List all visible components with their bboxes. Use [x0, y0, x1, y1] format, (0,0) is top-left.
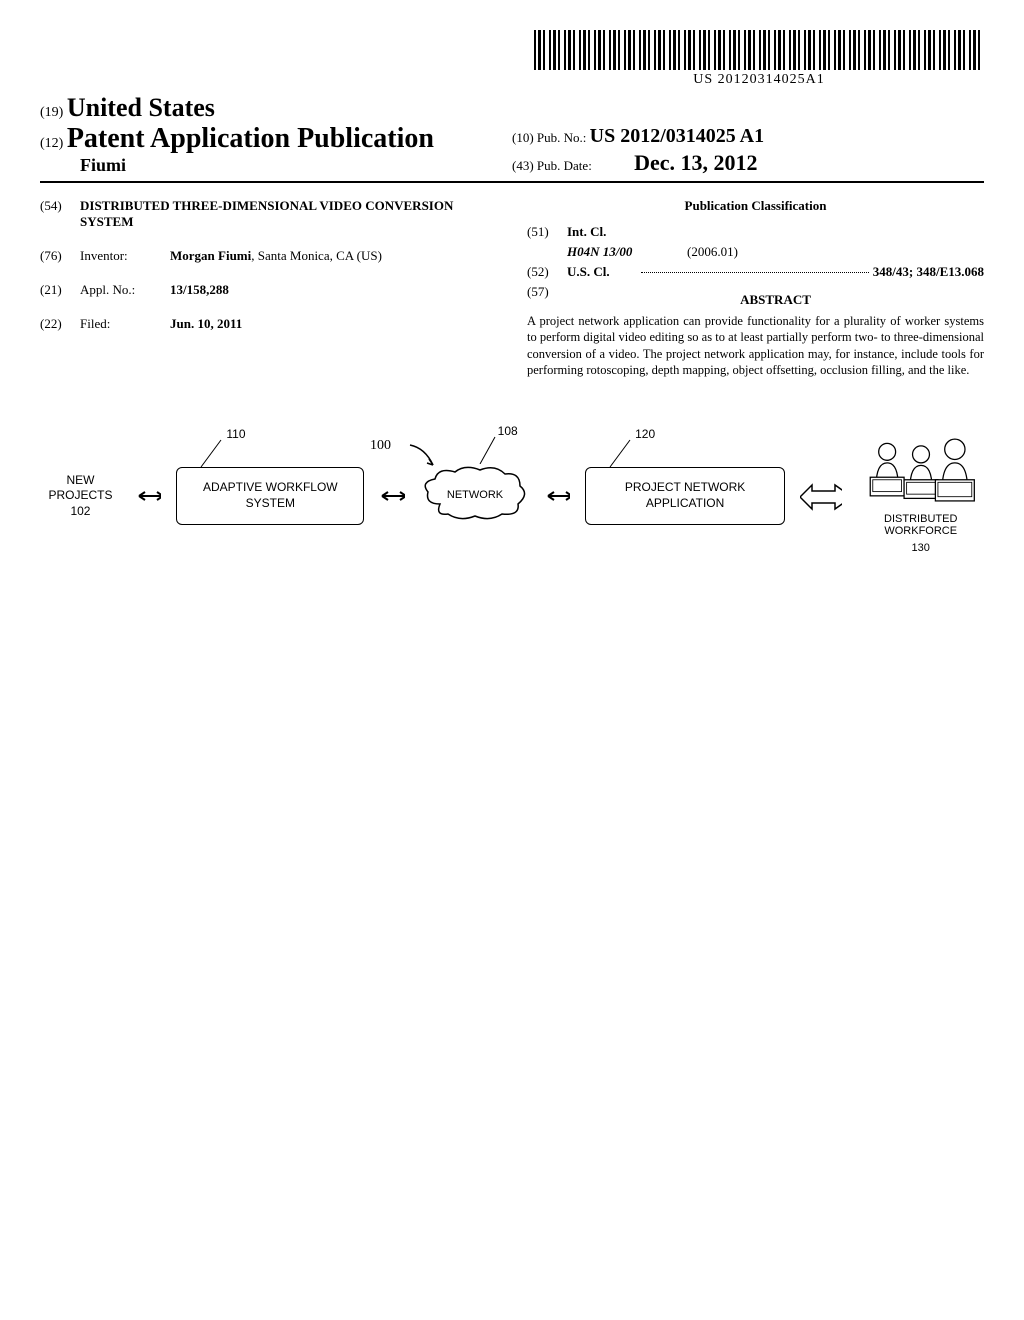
barcode-lines	[534, 30, 984, 70]
abstract-text: A project network application can provid…	[527, 313, 984, 378]
big-arrow-icon	[800, 481, 842, 511]
us-cl-dots	[641, 272, 869, 273]
new-projects-block: NEW PROJECTS 102	[40, 473, 121, 520]
classification-header: Publication Classification	[527, 198, 984, 214]
us-cl-value: 348/43; 348/E13.068	[873, 264, 984, 280]
us-cl-label: U.S. Cl.	[567, 264, 637, 280]
pub-type: Patent Application Publication	[67, 123, 434, 154]
network-cloud-text: NETWORK	[447, 489, 504, 501]
filed-date: Jun. 10, 2011	[170, 316, 497, 332]
workflow-label-line-icon	[191, 432, 231, 467]
int-cl-value: (2006.01)	[687, 244, 984, 260]
inventor-name: Morgan Fiumi	[170, 248, 251, 263]
barcode-section: US 20120314025A1	[40, 30, 984, 88]
us-cl-row: (52) U.S. Cl. 348/43; 348/E13.068	[527, 264, 984, 280]
appl-no: 13/158,288	[170, 282, 497, 298]
appl-code: (21)	[40, 282, 80, 298]
inventor-label: Inventor:	[80, 248, 170, 264]
int-cl-item: H04N 13/00	[567, 244, 687, 260]
int-cl-item-row: H04N 13/00 (2006.01)	[527, 244, 984, 260]
project-box-wrapper: 120 PROJECT NETWORK APPLICATION	[585, 467, 785, 524]
project-label-line-icon	[600, 432, 640, 467]
title-text: DISTRIBUTED THREE-DIMENSIONAL VIDEO CONV…	[80, 198, 497, 230]
workforce-label: DISTRIBUTED WORKFORCE	[857, 513, 984, 537]
filed-row: (22) Filed: Jun. 10, 2011	[40, 316, 497, 332]
network-cloud-wrapper: 108 NETWORK	[420, 464, 530, 529]
workforce-block: DISTRIBUTED WORKFORCE 130	[857, 438, 984, 554]
pub-no: US 2012/0314025 A1	[590, 125, 764, 147]
project-box: PROJECT NETWORK APPLICATION	[585, 467, 785, 524]
inventor-row: (76) Inventor: Morgan Fiumi, Santa Monic…	[40, 248, 497, 264]
pub-date: Dec. 13, 2012	[634, 150, 757, 175]
new-projects-label: NEW PROJECTS	[40, 473, 121, 504]
country-name: United States	[67, 93, 215, 122]
author-name: Fiumi	[80, 155, 512, 176]
title-row: (54) DISTRIBUTED THREE-DIMENSIONAL VIDEO…	[40, 198, 497, 230]
workflow-num: 110	[226, 427, 245, 441]
header-right: (10) Pub. No.: US 2012/0314025 A1 (43) P…	[512, 125, 984, 176]
pub-no-line: (10) Pub. No.: US 2012/0314025 A1	[512, 125, 984, 148]
network-num: 108	[498, 424, 518, 438]
pub-no-label: Pub. No.:	[537, 130, 586, 145]
title-code: (54)	[40, 198, 80, 230]
inventor-location: , Santa Monica, CA (US)	[251, 248, 382, 263]
appl-row: (21) Appl. No.: 13/158,288	[40, 282, 497, 298]
filed-label: Filed:	[80, 316, 170, 332]
people-icon	[866, 438, 976, 508]
appl-label: Appl. No.:	[80, 282, 170, 298]
label-100: 100	[370, 438, 391, 454]
project-num: 120	[635, 427, 655, 441]
header-row: (19) United States (12) Patent Applicati…	[40, 93, 984, 183]
network-cloud-icon: NETWORK	[420, 464, 530, 524]
abstract-code: (57)	[527, 284, 567, 308]
int-cl-row: (51) Int. Cl.	[527, 224, 984, 240]
pub-type-line: (12) Patent Application Publication	[40, 123, 512, 155]
arrow-bidir-3-icon	[545, 486, 570, 506]
header-left: (19) United States (12) Patent Applicati…	[40, 93, 512, 176]
arrow-bidir-2-icon	[379, 486, 404, 506]
pub-date-label: Pub. Date:	[537, 158, 592, 173]
us-cl-value-text: 348/43; 348/E13.068	[873, 264, 984, 279]
int-cl-label: Int. Cl.	[567, 224, 637, 240]
new-projects-num: 102	[40, 504, 121, 520]
int-cl-code: (51)	[527, 224, 567, 240]
workflow-box: ADAPTIVE WORKFLOW SYSTEM	[176, 467, 364, 524]
col-left: (54) DISTRIBUTED THREE-DIMENSIONAL VIDEO…	[40, 198, 497, 378]
country-code: (19)	[40, 105, 63, 120]
country-line: (19) United States	[40, 93, 512, 123]
content-columns: (54) DISTRIBUTED THREE-DIMENSIONAL VIDEO…	[40, 198, 984, 378]
pub-type-code: (12)	[40, 136, 63, 151]
abstract-header: ABSTRACT	[567, 292, 984, 308]
filed-code: (22)	[40, 316, 80, 332]
workforce-num: 130	[912, 542, 930, 554]
pub-date-line: (43) Pub. Date: Dec. 13, 2012	[512, 150, 984, 176]
barcode: US 20120314025A1	[534, 30, 984, 88]
col-right: Publication Classification (51) Int. Cl.…	[527, 198, 984, 378]
abstract-header-row: (57) ABSTRACT	[527, 284, 984, 308]
int-cl-spacer	[527, 244, 567, 260]
diagram: NEW PROJECTS 102 110 ADAPTIVE WORKFLOW S…	[40, 438, 984, 554]
figure-container: 100 NEW PROJECTS 102 110 ADAPTIVE WORKFL…	[40, 438, 984, 554]
inventor-code: (76)	[40, 248, 80, 264]
us-cl-code: (52)	[527, 264, 567, 280]
workflow-box-wrapper: 110 ADAPTIVE WORKFLOW SYSTEM	[176, 467, 364, 524]
inventor-value: Morgan Fiumi, Santa Monica, CA (US)	[170, 248, 497, 264]
pub-date-code: (43)	[512, 158, 534, 173]
pub-no-code: (10)	[512, 130, 534, 145]
arrow-bidir-1-icon	[136, 486, 161, 506]
barcode-text: US 20120314025A1	[534, 72, 984, 88]
